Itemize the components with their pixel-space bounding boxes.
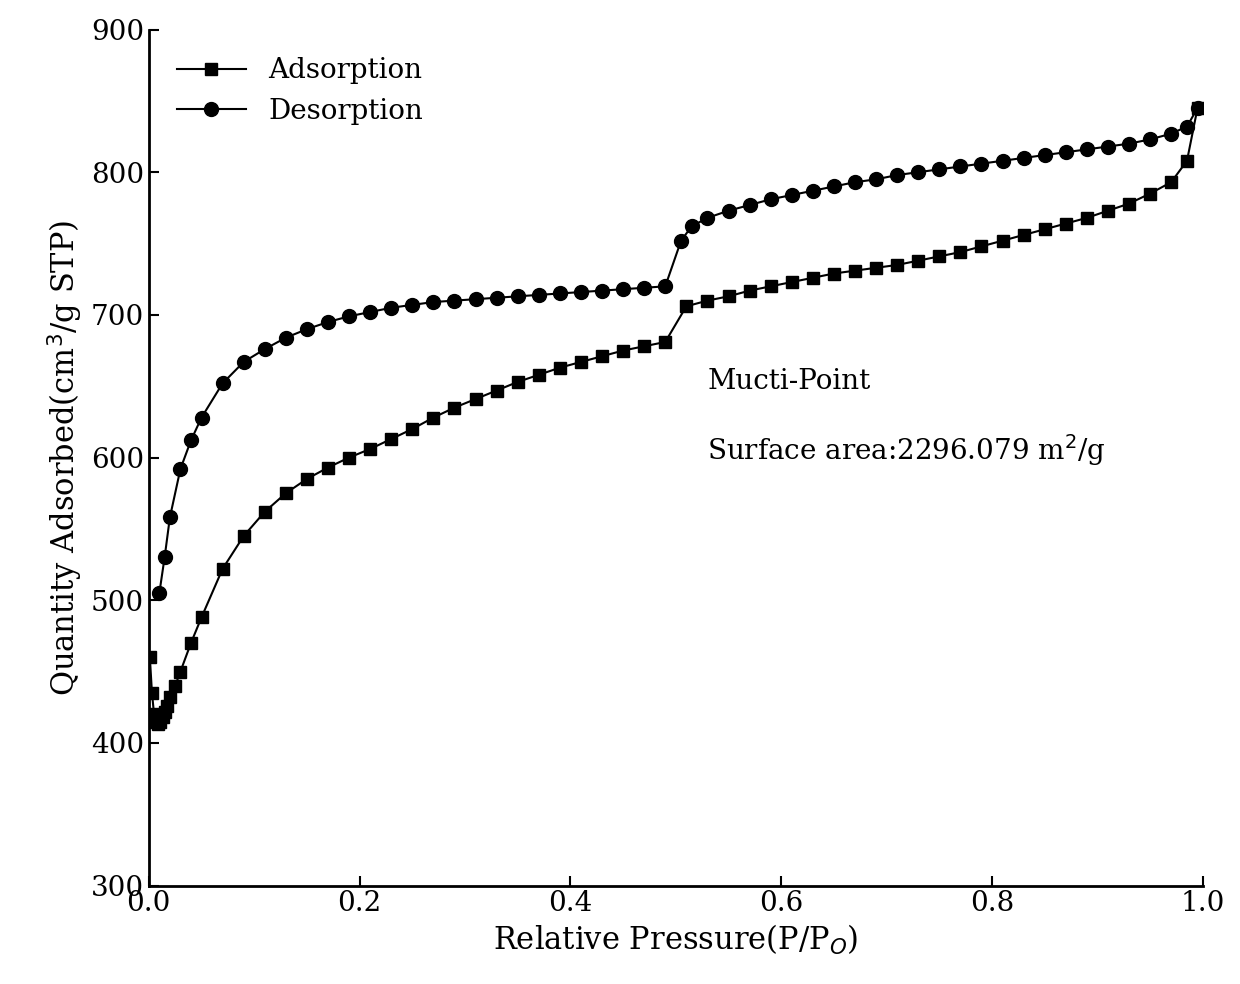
Adsorption [151, 718, 166, 730]
Desorption [1190, 102, 1205, 114]
Desorption [1179, 121, 1194, 133]
Text: Surface area:2296.079 m$^2$/g: Surface area:2296.079 m$^2$/g [707, 433, 1106, 468]
Adsorption [1190, 102, 1205, 114]
Desorption [216, 378, 231, 390]
Line: Desorption: Desorption [153, 101, 1204, 600]
Desorption [151, 587, 166, 599]
Adsorption [193, 611, 208, 623]
Adsorption [143, 651, 157, 663]
Desorption [362, 306, 377, 318]
Adsorption [573, 356, 588, 368]
Desorption [1079, 144, 1095, 155]
Adsorption [1058, 217, 1073, 229]
Legend: Adsorption, Desorption: Adsorption, Desorption [162, 43, 436, 139]
Adsorption [278, 487, 293, 499]
Y-axis label: Quantity Adsorbed(cm$^3$/g STP): Quantity Adsorbed(cm$^3$/g STP) [46, 219, 86, 696]
Adsorption [155, 711, 170, 723]
Line: Adsorption: Adsorption [144, 102, 1203, 730]
Adsorption [722, 290, 737, 302]
Desorption [299, 323, 314, 335]
Desorption [510, 290, 525, 302]
Text: Mucti-Point: Mucti-Point [707, 368, 870, 395]
X-axis label: Relative Pressure(P/P$_O$): Relative Pressure(P/P$_O$) [494, 923, 858, 957]
